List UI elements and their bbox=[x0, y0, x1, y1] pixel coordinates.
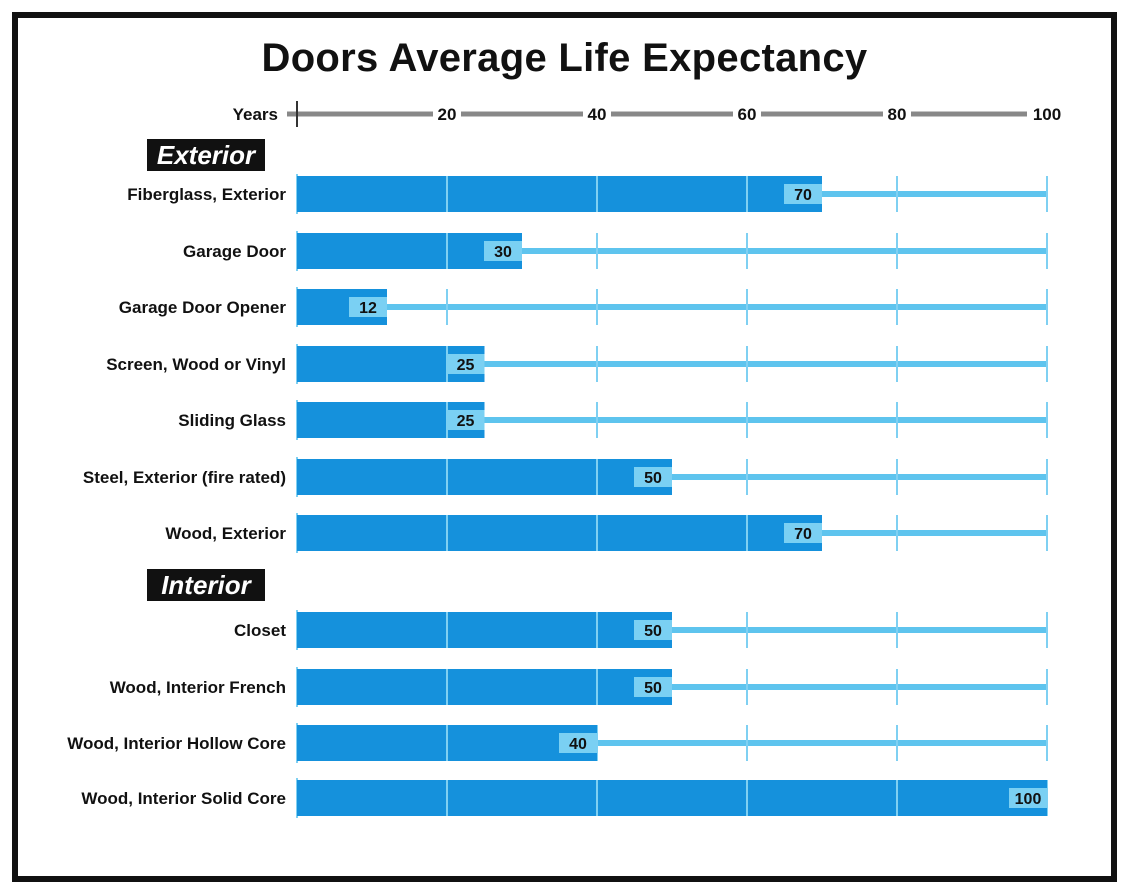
category-label: Garage Door Opener bbox=[119, 298, 287, 317]
value-label-box bbox=[634, 467, 672, 487]
category-label: Sliding Glass bbox=[178, 411, 286, 430]
section-header-interior: Interior bbox=[147, 569, 265, 601]
category-label: Closet bbox=[234, 621, 286, 640]
bar bbox=[297, 515, 822, 551]
value-label-box bbox=[784, 184, 822, 204]
bar-row: Wood, Exterior 70 bbox=[165, 513, 1048, 553]
x-tick-label: 60 bbox=[738, 105, 757, 124]
value-label: 100 bbox=[1015, 791, 1042, 808]
chart-title: Doors Average Life Expectancy bbox=[261, 36, 868, 80]
x-tick-label: 20 bbox=[438, 105, 457, 124]
x-tick-bg bbox=[883, 103, 911, 123]
value-label-box bbox=[634, 620, 672, 640]
value-label-box bbox=[446, 410, 485, 430]
value-label: 70 bbox=[794, 526, 812, 543]
value-label-box bbox=[559, 733, 597, 753]
value-label: 50 bbox=[644, 623, 662, 640]
bar-track bbox=[297, 361, 1047, 367]
value-label: 12 bbox=[359, 300, 377, 317]
bar-track bbox=[297, 304, 1047, 310]
bar bbox=[297, 669, 672, 705]
x-tick-label: 100 bbox=[1033, 105, 1061, 124]
section-header-box bbox=[147, 139, 265, 171]
x-axis: Years 20 40 60 80 100 bbox=[233, 101, 1061, 127]
value-label: 70 bbox=[794, 187, 812, 204]
bar bbox=[297, 612, 672, 648]
value-label: 25 bbox=[457, 357, 475, 374]
x-tick-bg bbox=[583, 103, 611, 123]
section-header-label: Interior bbox=[161, 570, 252, 600]
x-tick-bg bbox=[1033, 103, 1061, 123]
bar-row: Steel, Exterior (fire rated) 50 bbox=[83, 457, 1048, 497]
bar-track bbox=[297, 248, 1047, 254]
bar-row: Screen, Wood or Vinyl 25 bbox=[106, 344, 1048, 384]
bar-track bbox=[297, 417, 1047, 423]
x-tick-bg bbox=[433, 103, 461, 123]
value-label-box bbox=[1009, 788, 1047, 808]
bar-track bbox=[297, 740, 1047, 746]
bar-row: Wood, Interior French 50 bbox=[110, 667, 1048, 707]
x-tick-label: 40 bbox=[588, 105, 607, 124]
value-label: 50 bbox=[644, 470, 662, 487]
bar-row: Garage Door Opener 12 bbox=[119, 287, 1048, 327]
category-label: Wood, Exterior bbox=[165, 524, 286, 543]
value-label: 50 bbox=[644, 680, 662, 697]
category-label: Wood, Interior French bbox=[110, 678, 286, 697]
category-label: Garage Door bbox=[183, 242, 286, 261]
x-tick-bg bbox=[733, 103, 761, 123]
bar-row: Garage Door 30 bbox=[183, 231, 1048, 271]
value-label: 40 bbox=[569, 736, 587, 753]
category-label: Fiberglass, Exterior bbox=[127, 185, 286, 204]
value-label-box bbox=[349, 297, 387, 317]
section-header-label: Exterior bbox=[157, 140, 257, 170]
section-header-box bbox=[147, 569, 265, 601]
category-label: Steel, Exterior (fire rated) bbox=[83, 468, 286, 487]
bar-row: Sliding Glass 25 bbox=[178, 400, 1048, 440]
bar bbox=[297, 176, 822, 212]
category-label: Screen, Wood or Vinyl bbox=[106, 355, 286, 374]
value-label-box bbox=[446, 354, 485, 374]
value-label: 25 bbox=[457, 413, 475, 430]
value-label-box bbox=[634, 677, 672, 697]
category-label: Wood, Interior Hollow Core bbox=[67, 734, 286, 753]
bar bbox=[297, 780, 1047, 816]
value-label-box bbox=[484, 241, 522, 261]
value-label-box bbox=[784, 523, 822, 543]
x-axis-label: Years bbox=[233, 105, 278, 124]
bar-row: Fiberglass, Exterior 70 bbox=[127, 174, 1048, 214]
category-label: Wood, Interior Solid Core bbox=[81, 789, 286, 808]
bar-row: Closet 50 bbox=[234, 610, 1048, 650]
bar bbox=[297, 459, 672, 495]
bar-row: Wood, Interior Hollow Core 40 bbox=[67, 723, 1048, 763]
x-tick-label: 80 bbox=[888, 105, 907, 124]
value-label: 30 bbox=[494, 244, 512, 261]
bar-row: Wood, Interior Solid Core 100 bbox=[81, 778, 1048, 818]
section-header-exterior: Exterior bbox=[147, 139, 265, 171]
